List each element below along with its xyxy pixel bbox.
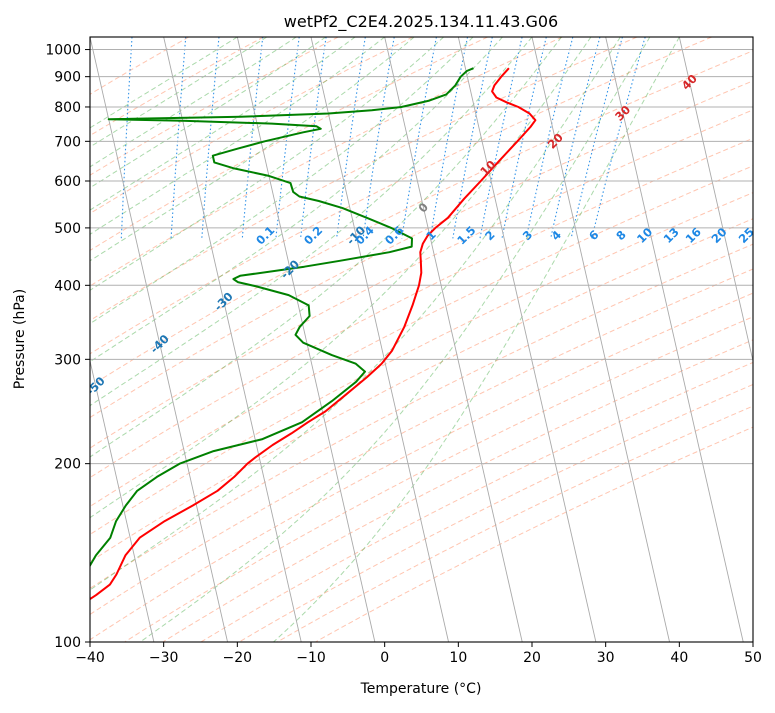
y-tick-label: 100	[54, 635, 81, 651]
chart-title: wetPf2_C2E4.2025.134.11.43.G06	[284, 12, 558, 32]
x-tick-label: 20	[523, 650, 541, 666]
x-tick-label: −40	[75, 650, 105, 666]
x-axis-label: Temperature (°C)	[360, 681, 482, 697]
x-tick-label: 40	[670, 650, 688, 666]
y-tick-label: 300	[54, 352, 81, 368]
x-tick-label: 30	[597, 650, 615, 666]
x-tick-label: 50	[744, 650, 762, 666]
y-tick-label: 700	[54, 134, 81, 150]
y-tick-label: 200	[54, 457, 81, 473]
x-tick-label: −30	[149, 650, 179, 666]
x-tick-label: 0	[380, 650, 389, 666]
y-tick-label: 600	[54, 174, 81, 190]
y-tick-label: 400	[54, 278, 81, 294]
y-tick-label: 900	[54, 70, 81, 86]
y-tick-label: 500	[54, 221, 81, 237]
x-tick-label: −20	[223, 650, 253, 666]
y-tick-label: 1000	[45, 43, 81, 59]
x-tick-label: −10	[296, 650, 326, 666]
x-tick-label: 10	[449, 650, 467, 666]
y-axis-label: Pressure (hPa)	[12, 289, 28, 389]
y-tick-label: 800	[54, 100, 81, 116]
